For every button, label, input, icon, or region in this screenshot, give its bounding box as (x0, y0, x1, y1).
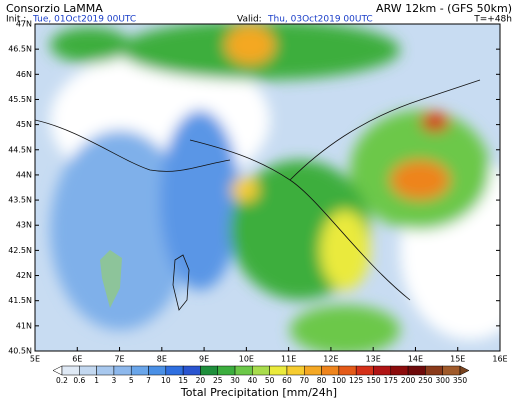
lat-label: 44N (16, 170, 32, 179)
lon-label: 16E (492, 355, 507, 364)
colorbar-label: 25 (213, 376, 223, 385)
colorbar-label: 50 (265, 376, 275, 385)
colorbar-label: 7 (146, 376, 151, 385)
precip-field (35, 24, 500, 351)
colorbar-label: 250 (418, 376, 433, 385)
colorbar-swatch (182, 365, 201, 376)
colorbar-swatch (234, 365, 253, 376)
lon-label: 6E (72, 355, 82, 364)
lat-label: 46.5N (8, 45, 32, 54)
colorbar-swatch (321, 365, 340, 376)
colorbar-swatch (200, 365, 218, 376)
colorbar-swatch (165, 365, 184, 376)
colorbar-end (52, 365, 63, 376)
model: ARW 12km - (GFS 50km) (376, 2, 512, 15)
colorbar-label: 200 (401, 376, 416, 385)
lat-label: 45.5N (8, 95, 32, 104)
colorbar-swatch (269, 365, 288, 376)
colorbar-swatch (425, 365, 443, 376)
lon-label: 13E (366, 355, 381, 364)
lon-label: 8E (157, 355, 167, 364)
colorbar-label: 150 (366, 376, 381, 385)
lon-label: 9E (199, 355, 209, 364)
lat-label: 41N (16, 321, 32, 330)
colorbar-label: 3 (112, 376, 117, 385)
colorbar-swatch (304, 365, 322, 376)
lat-label: 42N (16, 271, 32, 280)
colorbar-label: 350 (453, 376, 468, 385)
colorbar-swatch (355, 365, 374, 376)
lat-label: 40.5N (8, 347, 32, 356)
lon-label: 15E (450, 355, 465, 364)
lon-label: 14E (408, 355, 423, 364)
colorbar-swatch (286, 365, 305, 376)
lon-label: 11E (281, 355, 296, 364)
init-value: Tue, 01Oct2019 00UTC (32, 15, 136, 25)
colorbar-label: 70 (299, 376, 309, 385)
colorbar-swatch (130, 365, 149, 376)
colorbar-swatch (217, 365, 236, 376)
lat-label: 45N (16, 120, 32, 129)
colorbar-label: 30 (230, 376, 240, 385)
colorbar-swatch (407, 365, 426, 376)
lat-label: 41.5N (8, 296, 32, 305)
colorbar-swatch (113, 365, 132, 376)
colorbar-label: 125 (349, 376, 364, 385)
colorbar-label: 300 (436, 376, 451, 385)
colorbar-label: 10 (161, 376, 171, 385)
colorbar-swatch (442, 365, 461, 376)
init-label: Init.: (6, 15, 26, 25)
colorbar-label: 20 (196, 376, 206, 385)
colorbar-label: 80 (317, 376, 327, 385)
lead-time: T=+48h (473, 15, 512, 25)
lat-label: 43N (16, 221, 32, 230)
colorbar-label: 175 (384, 376, 399, 385)
colorbar-swatch (96, 365, 115, 376)
colorbar-swatch (373, 365, 392, 376)
lat-label: 42.5N (8, 246, 32, 255)
lat-label: 47N (16, 20, 32, 29)
colorbar-label: 60 (282, 376, 292, 385)
lon-label: 5E (30, 355, 40, 364)
lat-label: 43.5N (8, 196, 32, 205)
valid-value: Thu, 03Oct2019 00UTC (267, 15, 373, 25)
colorbar-label: 100 (332, 376, 347, 385)
colorbar-end (459, 365, 470, 376)
colorbar-label: 15 (178, 376, 188, 385)
source: Consorzio LaMMA (6, 2, 103, 15)
map-frame (34, 23, 501, 352)
valid-label: Valid: (237, 15, 262, 25)
lon-label: 10E (239, 355, 254, 364)
lon-label: 12E (323, 355, 338, 364)
colorbar-swatch (390, 365, 409, 376)
colorbar-swatch (61, 365, 80, 376)
colorbar-label: 1 (94, 376, 99, 385)
colorbar-label: 0.6 (73, 376, 85, 385)
colorbar-label: 0.2 (56, 376, 68, 385)
colorbar-label: 5 (129, 376, 134, 385)
lat-label: 46N (16, 70, 32, 79)
colorbar-swatch (338, 365, 357, 376)
lat-label: 44.5N (8, 145, 32, 154)
colorbar-swatch (252, 365, 270, 376)
legend-title: Total Precipitation [mm/24h] (180, 386, 337, 399)
colorbar-swatch (79, 365, 97, 376)
colorbar-label: 40 (248, 376, 258, 385)
lon-label: 7E (114, 355, 124, 364)
colorbar-swatch (148, 365, 167, 376)
